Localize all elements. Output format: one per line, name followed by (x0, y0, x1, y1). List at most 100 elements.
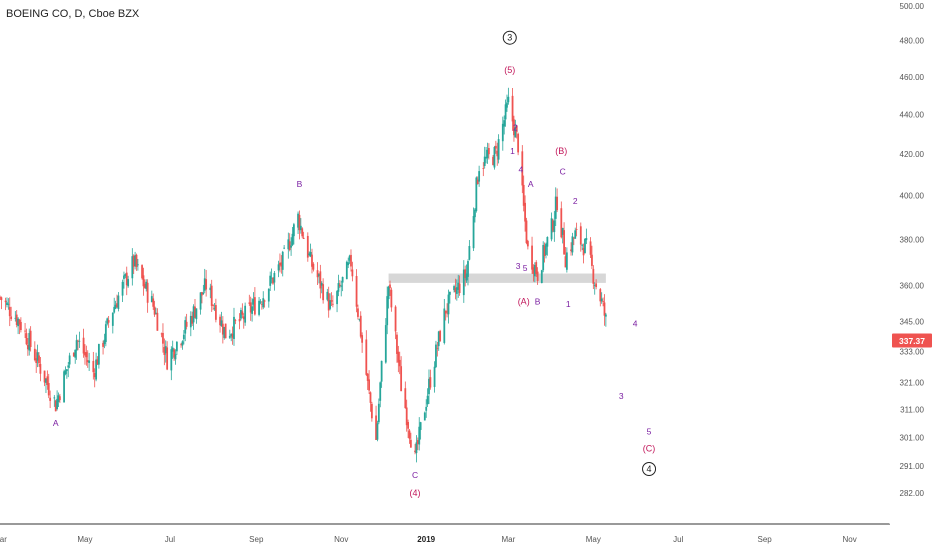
candle-down (82, 337, 85, 354)
candle-up (258, 300, 260, 315)
candle-down (132, 255, 135, 267)
candle-down (24, 330, 26, 332)
candle-up (291, 233, 294, 246)
time-tick-label: Nov (334, 535, 348, 544)
candle-down (570, 249, 572, 252)
candle-down (366, 373, 369, 381)
candle-down (0, 297, 3, 301)
candle-down (464, 269, 467, 278)
candle-up (465, 273, 468, 281)
candle-up (121, 281, 124, 296)
wave-circle (642, 462, 657, 477)
candle-up (145, 281, 148, 289)
candle-down (96, 359, 99, 365)
candle-down (152, 298, 155, 307)
candle-down (93, 373, 96, 378)
candle-down (33, 348, 36, 361)
candle-up (604, 314, 607, 317)
candle-up (199, 292, 202, 310)
chart-title: BOEING CO, D, Cboe BZX (6, 8, 140, 20)
candle-down (416, 440, 419, 445)
candle-down (248, 302, 251, 304)
candle-up (337, 283, 340, 292)
candle-down (331, 303, 334, 305)
wave-label-minor: C (560, 167, 566, 177)
candle-down (38, 355, 40, 364)
candle-down (494, 145, 497, 149)
candle-up (533, 264, 536, 277)
candle-down (603, 302, 606, 316)
candle-up (433, 366, 436, 387)
candle-up (468, 246, 471, 260)
wave-label-major: (4) (410, 488, 421, 498)
candle-down (389, 284, 391, 288)
candle-up (418, 426, 421, 445)
candle-down (141, 265, 143, 279)
candle-down (429, 377, 432, 388)
candle-up (124, 274, 127, 277)
candle-down (288, 241, 291, 250)
candle-up (384, 325, 387, 363)
candle-up (546, 236, 549, 247)
candle-down (135, 254, 138, 267)
candle-up (267, 288, 270, 302)
candle-down (400, 366, 403, 392)
candle-down (302, 237, 305, 239)
candle-down (49, 397, 52, 401)
price-tick-label: 460.00 (900, 73, 925, 82)
candle-up (428, 378, 430, 395)
candle-down (552, 220, 554, 231)
candle-down (201, 292, 203, 296)
candle-up (252, 299, 255, 305)
candle-down (602, 301, 604, 302)
candle-up (283, 247, 286, 249)
wave-label-minor: 1 (510, 146, 515, 156)
price-tick-label: 360.00 (900, 281, 925, 290)
candle-down (25, 333, 28, 345)
candle-up (134, 255, 137, 266)
candle-up (103, 339, 106, 345)
price-tick-label: 333.00 (900, 348, 925, 357)
candle-up (574, 230, 577, 239)
candle-up (281, 251, 284, 270)
candle-down (439, 330, 442, 342)
candle-down (185, 321, 188, 327)
candle-down (316, 270, 319, 278)
candle-up (336, 291, 338, 305)
candle-up (78, 340, 81, 342)
price-tick-label: 380.00 (900, 235, 925, 244)
candle-up (581, 244, 584, 246)
wave-label-minor: 5 (647, 427, 652, 437)
candle-down (212, 305, 214, 306)
candle-down (444, 310, 447, 314)
candle-up (467, 261, 469, 277)
candle-up (117, 295, 120, 310)
price-tick-label: 420.00 (900, 150, 925, 159)
candle-up (270, 277, 273, 279)
candle-down (116, 303, 118, 308)
candle-down (298, 214, 301, 231)
candle-up (377, 403, 380, 423)
candle-down (365, 339, 368, 375)
candle-up (493, 147, 496, 168)
candle-up (497, 139, 500, 160)
candle-down (404, 388, 407, 409)
wave-label-major: (B) (555, 146, 567, 156)
candle-down (153, 306, 156, 315)
candle-down (234, 320, 237, 321)
candle-up (358, 318, 361, 320)
candle-up (341, 276, 344, 283)
candle-up (472, 216, 475, 249)
candle-up (111, 312, 114, 326)
candle-down (221, 323, 224, 335)
candle-up (17, 318, 20, 327)
candle-down (205, 279, 208, 290)
candle-down (515, 125, 518, 132)
candle-up (571, 236, 574, 253)
candle-down (398, 359, 401, 367)
candle-up (415, 442, 418, 454)
candle-down (125, 272, 128, 286)
candle-down (238, 319, 241, 322)
candle-up (36, 352, 39, 361)
